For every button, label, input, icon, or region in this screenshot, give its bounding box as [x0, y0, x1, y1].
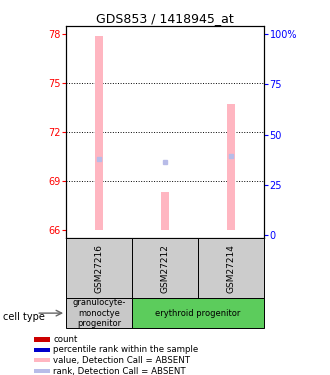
- Text: GSM27212: GSM27212: [160, 244, 170, 292]
- Text: rank, Detection Call = ABSENT: rank, Detection Call = ABSENT: [53, 367, 186, 375]
- Bar: [66, 298, 132, 328]
- Bar: [161, 192, 169, 230]
- Bar: [132, 238, 198, 298]
- Text: erythroid progenitor: erythroid progenitor: [155, 309, 241, 318]
- Text: GSM27214: GSM27214: [226, 244, 236, 292]
- Bar: [95, 36, 103, 230]
- Title: GDS853 / 1418945_at: GDS853 / 1418945_at: [96, 12, 234, 25]
- Bar: [227, 105, 235, 230]
- Text: GSM27216: GSM27216: [94, 244, 104, 292]
- Bar: [66, 238, 132, 298]
- Bar: [34, 338, 50, 342]
- Text: percentile rank within the sample: percentile rank within the sample: [53, 345, 198, 354]
- Bar: [198, 238, 264, 298]
- Text: cell type: cell type: [3, 312, 45, 322]
- Bar: [34, 369, 50, 373]
- Bar: [34, 348, 50, 352]
- Text: granulocyte-
monoctye
progenitor: granulocyte- monoctye progenitor: [72, 298, 126, 328]
- Text: value, Detection Call = ABSENT: value, Detection Call = ABSENT: [53, 356, 190, 365]
- Bar: [132, 298, 264, 328]
- Bar: [34, 358, 50, 363]
- Text: count: count: [53, 335, 78, 344]
